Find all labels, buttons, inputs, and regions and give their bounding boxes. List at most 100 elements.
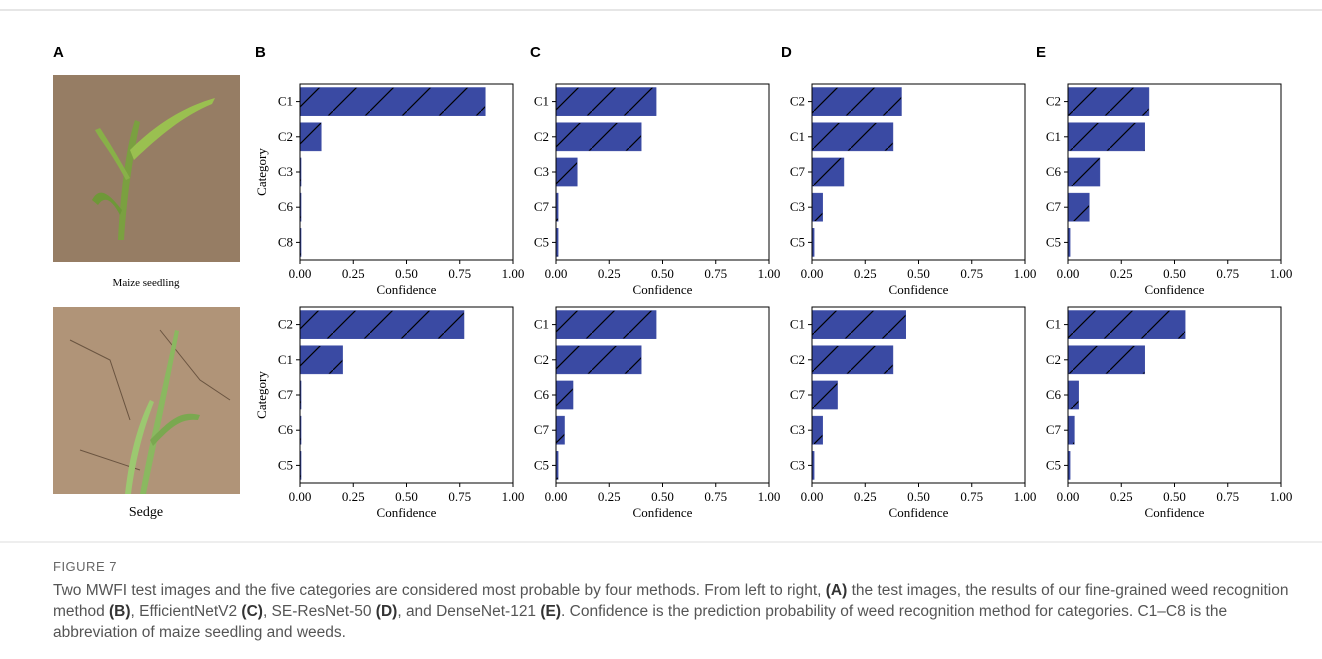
x-tick-label: 0.25 — [854, 489, 877, 504]
x-tick-label: 0.50 — [395, 489, 418, 504]
x-tick-label: 0.50 — [651, 489, 674, 504]
x-tick-label: 0.75 — [960, 489, 983, 504]
bar — [300, 311, 464, 339]
bar — [1068, 416, 1074, 444]
x-tick-label: 0.75 — [704, 266, 727, 281]
bar — [1068, 88, 1149, 116]
x-tick-label: 0.50 — [395, 266, 418, 281]
y-tick-label: C2 — [790, 352, 805, 367]
caption-segment: (A) — [826, 582, 848, 599]
bar — [556, 311, 656, 339]
x-axis-label: Confidence — [1145, 282, 1205, 297]
bar — [556, 123, 641, 151]
y-tick-label: C2 — [278, 129, 293, 144]
y-tick-label: C3 — [790, 422, 805, 437]
y-tick-label: C6 — [1046, 387, 1062, 402]
y-tick-label: C6 — [534, 387, 550, 402]
x-tick-label: 0.00 — [801, 266, 824, 281]
y-axis-label: Category — [254, 371, 269, 419]
y-tick-label: C5 — [1046, 234, 1061, 249]
x-axis-label: Confidence — [377, 505, 437, 520]
y-tick-label: C3 — [534, 164, 549, 179]
bar — [556, 88, 656, 116]
caption-segment: (D) — [376, 603, 398, 620]
photo-maize — [53, 75, 240, 262]
x-tick-label: 0.25 — [342, 266, 365, 281]
caption-segment: , and DenseNet-121 — [397, 603, 540, 620]
x-tick-label: 0.25 — [854, 266, 877, 281]
y-tick-label: C3 — [278, 164, 293, 179]
bar — [812, 123, 893, 151]
x-tick-label: 0.75 — [448, 489, 471, 504]
x-tick-label: 0.00 — [545, 266, 568, 281]
bar — [1068, 193, 1089, 221]
x-tick-label: 0.75 — [704, 489, 727, 504]
bar — [556, 158, 577, 186]
x-tick-label: 0.50 — [907, 489, 930, 504]
bar — [556, 381, 573, 409]
y-tick-label: C1 — [534, 317, 549, 332]
x-tick-label: 0.75 — [1216, 489, 1239, 504]
x-tick-label: 0.50 — [1163, 266, 1186, 281]
y-tick-label: C7 — [534, 422, 550, 437]
x-tick-label: 0.75 — [1216, 266, 1239, 281]
caption-segment: , SE-ResNet-50 — [263, 603, 376, 620]
y-tick-label: C2 — [534, 352, 549, 367]
x-tick-label: 0.25 — [598, 266, 621, 281]
y-tick-label: C7 — [790, 387, 806, 402]
x-axis-label: Confidence — [633, 505, 693, 520]
y-tick-label: C8 — [278, 234, 293, 249]
y-tick-label: C1 — [790, 317, 805, 332]
x-tick-label: 0.75 — [448, 266, 471, 281]
caption-segment: Two MWFI test images and the five catego… — [53, 582, 826, 599]
y-tick-label: C2 — [790, 94, 805, 109]
x-tick-label: 1.00 — [1014, 489, 1037, 504]
x-axis-label: Confidence — [889, 505, 949, 520]
bar — [300, 88, 485, 116]
y-tick-label: C7 — [1046, 199, 1062, 214]
y-tick-label: C1 — [278, 352, 293, 367]
y-tick-label: C7 — [534, 199, 550, 214]
y-tick-label: C2 — [534, 129, 549, 144]
x-tick-label: 0.00 — [545, 489, 568, 504]
panel-label: D — [781, 44, 792, 61]
page: Maize seedling Sedge ABCDEC1C2C3C6C80.00… — [0, 0, 1322, 659]
y-tick-label: C2 — [278, 317, 293, 332]
y-tick-label: C5 — [1046, 457, 1061, 472]
bar — [300, 346, 343, 374]
x-tick-label: 1.00 — [758, 489, 781, 504]
image-caption: Maize seedling — [113, 277, 180, 289]
x-axis-label: Confidence — [377, 282, 437, 297]
x-tick-label: 0.00 — [289, 266, 312, 281]
bar — [300, 123, 321, 151]
y-tick-label: C6 — [1046, 164, 1062, 179]
y-tick-label: C5 — [534, 457, 549, 472]
bar — [812, 381, 838, 409]
bar — [1068, 346, 1145, 374]
panel-label: A — [53, 44, 64, 61]
x-tick-label: 0.75 — [960, 266, 983, 281]
y-tick-label: C7 — [790, 164, 806, 179]
x-axis-label: Confidence — [633, 282, 693, 297]
y-tick-label: C6 — [278, 199, 294, 214]
panel-label: B — [255, 44, 266, 61]
x-tick-label: 0.50 — [651, 266, 674, 281]
y-axis-label: Category — [254, 148, 269, 196]
bar — [556, 346, 641, 374]
x-tick-label: 1.00 — [502, 266, 525, 281]
bar — [1068, 123, 1145, 151]
caption-segment: (B) — [109, 603, 131, 620]
caption-segment: (E) — [540, 603, 561, 620]
bar — [812, 311, 906, 339]
x-tick-label: 1.00 — [502, 489, 525, 504]
panel-label: E — [1036, 44, 1046, 61]
x-axis-label: Confidence — [889, 282, 949, 297]
y-tick-label: C7 — [1046, 422, 1062, 437]
y-tick-label: C5 — [790, 234, 805, 249]
